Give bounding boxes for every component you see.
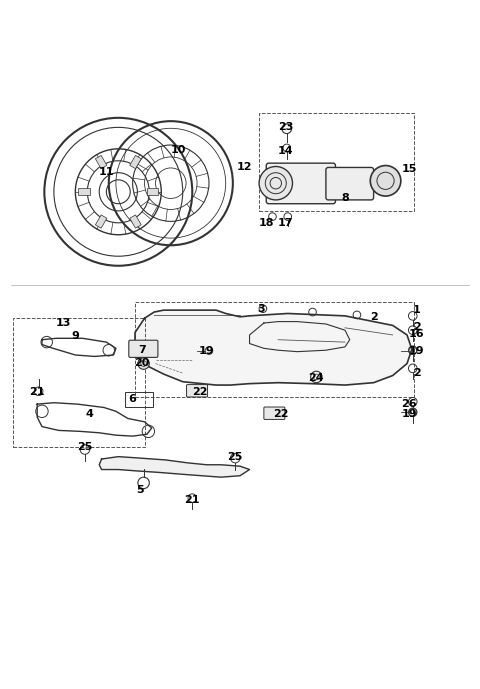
Bar <box>259 113 414 211</box>
Text: 1: 1 <box>413 305 420 315</box>
Text: 18: 18 <box>259 218 274 228</box>
Text: 20: 20 <box>134 358 150 368</box>
Text: 22: 22 <box>192 387 207 398</box>
Text: 16: 16 <box>409 329 424 339</box>
Text: 2: 2 <box>413 368 420 378</box>
Bar <box>130 215 141 228</box>
FancyBboxPatch shape <box>187 384 207 397</box>
Circle shape <box>370 165 401 196</box>
Bar <box>13 318 144 447</box>
Text: 12: 12 <box>237 162 252 172</box>
Text: 5: 5 <box>136 485 144 495</box>
FancyBboxPatch shape <box>264 407 285 420</box>
Bar <box>130 156 141 169</box>
Text: 8: 8 <box>341 192 349 203</box>
Text: 19: 19 <box>199 346 215 356</box>
Text: 3: 3 <box>258 304 265 313</box>
Text: 17: 17 <box>277 218 293 228</box>
Bar <box>135 302 414 397</box>
Bar <box>78 189 90 195</box>
Polygon shape <box>99 457 250 477</box>
Bar <box>147 189 158 195</box>
Text: 10: 10 <box>170 145 186 155</box>
Text: 22: 22 <box>273 409 288 419</box>
Text: 23: 23 <box>277 123 293 132</box>
FancyBboxPatch shape <box>129 340 158 358</box>
Text: 19: 19 <box>402 409 417 419</box>
Text: 4: 4 <box>86 409 94 419</box>
Bar <box>96 215 107 228</box>
Text: 6: 6 <box>129 394 137 404</box>
Bar <box>124 392 153 407</box>
Text: 21: 21 <box>184 495 200 504</box>
Text: 25: 25 <box>228 452 243 462</box>
Circle shape <box>138 358 149 369</box>
Text: 11: 11 <box>98 167 114 177</box>
Text: 13: 13 <box>56 318 71 328</box>
Text: 25: 25 <box>77 442 93 452</box>
Text: 2: 2 <box>370 312 377 322</box>
Text: 2: 2 <box>413 322 420 332</box>
Text: 21: 21 <box>29 387 45 398</box>
Text: 24: 24 <box>309 373 324 383</box>
FancyBboxPatch shape <box>266 163 336 204</box>
Bar <box>96 156 107 169</box>
Circle shape <box>259 167 292 200</box>
Text: 26: 26 <box>402 399 417 409</box>
Text: 9: 9 <box>72 331 79 341</box>
Text: 15: 15 <box>402 164 417 174</box>
Text: 19: 19 <box>409 346 424 356</box>
Text: 14: 14 <box>277 146 293 156</box>
Text: 7: 7 <box>138 345 146 356</box>
FancyBboxPatch shape <box>326 167 373 200</box>
Polygon shape <box>135 310 412 385</box>
